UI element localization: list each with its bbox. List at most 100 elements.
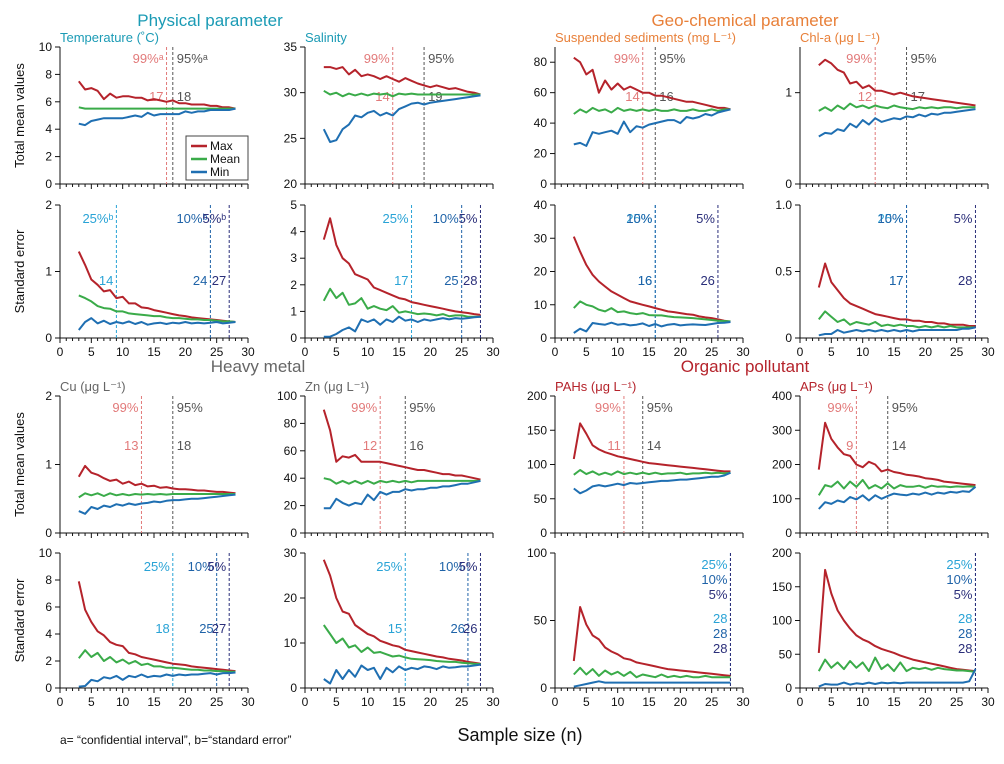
y-tick-label: 10 — [39, 546, 53, 560]
panel: 0 20 40 60 80 100 Zn (μg L⁻¹) 99% 12 95% 16 — [277, 379, 494, 540]
y-tick-label: 20 — [534, 265, 548, 279]
x-tick-label: 25 — [950, 695, 964, 709]
legend-label: Min — [210, 165, 229, 179]
series-line-mean — [78, 492, 236, 499]
threshold-value: 14 — [625, 89, 639, 104]
y-tick-label: 0 — [45, 526, 52, 540]
threshold-label: 99% — [827, 400, 853, 415]
x-tick-label: 15 — [887, 695, 901, 709]
threshold-value: 28 — [713, 626, 727, 641]
series-line-min — [573, 680, 731, 688]
y-tick-label: 80 — [534, 55, 548, 69]
threshold-value: 13 — [124, 438, 138, 453]
threshold-label: 95% — [911, 51, 937, 66]
threshold-value: 18 — [155, 621, 169, 636]
threshold-value: 24 — [193, 273, 207, 288]
y-tick-label: 1 — [45, 458, 52, 472]
series-line-min — [573, 108, 731, 147]
threshold-label: 5% — [459, 559, 478, 574]
series-line-max — [572, 236, 731, 323]
threshold-label: 95% — [177, 400, 203, 415]
threshold-value: 12 — [363, 438, 377, 453]
threshold-label: 25% — [383, 211, 409, 226]
y-tick-label: 4 — [45, 122, 52, 136]
threshold-value: 12 — [858, 89, 872, 104]
threshold-value: 11 — [607, 438, 621, 453]
x-tick-label: 10 — [361, 345, 375, 359]
threshold-label: 5% — [954, 211, 973, 226]
y-tick-label: 400 — [772, 389, 792, 403]
y-tick-label: 0 — [540, 681, 547, 695]
threshold-label: 5% — [459, 211, 478, 226]
y-tick-label: 30 — [284, 546, 298, 560]
y-tick-label: 20 — [284, 177, 298, 191]
threshold-value: 28 — [713, 611, 727, 626]
threshold-value: 17 — [889, 273, 903, 288]
y-tick-label: 40 — [534, 198, 548, 212]
threshold-value: 25 — [199, 621, 213, 636]
panel-title: Suspended sediments (mg L⁻¹) — [555, 30, 736, 45]
y-tick-label: 0 — [785, 331, 792, 345]
panel-title: Cu (μg L⁻¹) — [60, 379, 126, 394]
y-tick-label: 6 — [45, 95, 52, 109]
series-line-max — [573, 56, 731, 111]
threshold-label: 95% — [647, 400, 673, 415]
panel-title: APs (μg L⁻¹) — [800, 379, 873, 394]
y-tick-label: 2 — [45, 150, 52, 164]
x-tick-label: 0 — [552, 345, 559, 359]
x-tick-label: 25 — [210, 695, 224, 709]
x-tick-label: 20 — [674, 695, 688, 709]
x-tick-label: 25 — [455, 345, 469, 359]
series-line-max — [817, 262, 976, 327]
series-line-mean — [818, 310, 976, 329]
threshold-value: 14 — [99, 273, 113, 288]
y-tick-label: 50 — [534, 614, 548, 628]
y-tick-label: 8 — [45, 573, 52, 587]
y-tick-label: 200 — [527, 389, 547, 403]
panel: 0 5 10 15 20 25 30 0 2 4 6 8 10 25% 18 10% 25 5% 27 — [39, 546, 255, 709]
row-ylabel: Standard error — [12, 578, 27, 662]
y-tick-label: 60 — [284, 444, 298, 458]
row-ylabel: Total mean values — [12, 63, 27, 168]
x-tick-label: 20 — [179, 695, 193, 709]
y-tick-label: 100 — [277, 389, 297, 403]
series-line-min — [818, 326, 976, 337]
threshold-value: 16 — [409, 438, 423, 453]
legend-label: Mean — [210, 152, 240, 166]
threshold-label: 25% — [144, 559, 170, 574]
y-tick-label: 0 — [540, 331, 547, 345]
x-tick-label: 25 — [950, 345, 964, 359]
group-titles: Physical parameter Geo-chemical parameter… — [137, 11, 839, 376]
threshold-label: 5%ᵇ — [202, 211, 226, 226]
y-tick-label: 0 — [540, 177, 547, 191]
x-tick-label: 10 — [611, 695, 625, 709]
y-tick-label: 10 — [284, 636, 298, 650]
x-tick-label: 30 — [981, 345, 995, 359]
x-tick-label: 30 — [486, 345, 500, 359]
x-tick-label: 10 — [361, 695, 375, 709]
x-tick-label: 25 — [705, 695, 719, 709]
y-tick-label: 10 — [534, 298, 548, 312]
y-tick-label: 200 — [772, 546, 792, 560]
x-tick-label: 0 — [57, 345, 64, 359]
series-line-min — [323, 663, 481, 685]
threshold-value: 28 — [958, 641, 972, 656]
threshold-label: 99%ᵃ — [133, 51, 164, 66]
row-labels: Total mean values Standard error Total mea… — [12, 63, 27, 663]
x-tick-label: 5 — [828, 695, 835, 709]
panel: 0 5 10 15 20 25 30 0 1 2 3 4 5 25% 17 10% 25 5% 28 — [290, 198, 500, 359]
group-title: Physical parameter — [137, 11, 283, 30]
series-line-min — [78, 493, 236, 515]
panel: 0 5 10 15 20 25 30 0 50 100 150 200 25% 28 10% 28 5% 28 — [772, 546, 995, 709]
x-tick-label: 5 — [333, 695, 340, 709]
threshold-value: 19 — [428, 89, 442, 104]
y-tick-label: 0 — [45, 331, 52, 345]
y-tick-label: 100 — [772, 492, 792, 506]
threshold-label: 10% — [439, 559, 465, 574]
x-tick-label: 5 — [828, 345, 835, 359]
x-tick-label: 20 — [674, 345, 688, 359]
threshold-label: 95% — [659, 51, 685, 66]
x-tick-label: 10 — [856, 695, 870, 709]
